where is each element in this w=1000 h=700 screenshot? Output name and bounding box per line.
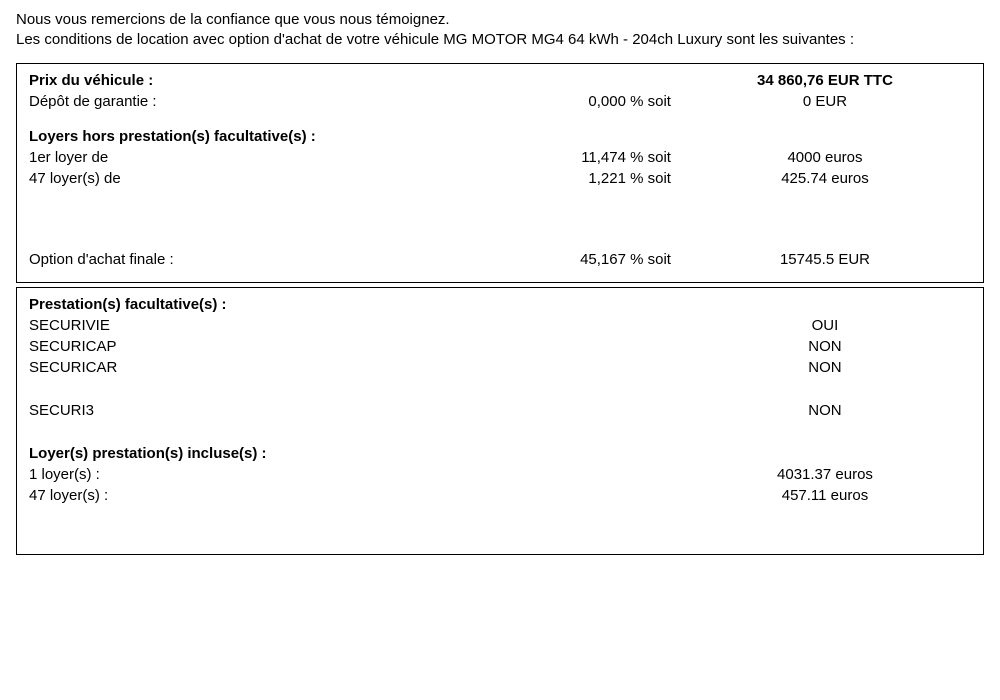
rest-payment-label: 47 loyer(s) de [29,168,443,189]
final-option-label: Option d'achat finale : [29,249,443,270]
securicar-value: NON [679,357,971,378]
deposit-value: 0 EUR [679,91,971,112]
incl-47-value: 457.11 euros [679,485,971,506]
intro-text: Nous vous remercions de la confiance que… [16,10,984,51]
rest-payment-value: 425.74 euros [679,168,971,189]
securivie-value: OUI [679,315,971,336]
first-payment-value: 4000 euros [679,147,971,168]
securicar-label: SECURICAR [29,357,443,378]
first-payment-label: 1er loyer de [29,147,443,168]
prestations-header: Prestation(s) facultative(s) : [29,294,443,315]
included-header: Loyer(s) prestation(s) incluse(s) : [29,443,443,464]
securicap-label: SECURICAP [29,336,443,357]
final-option-pct: 45,167 % soit [443,249,679,270]
final-option-value: 15745.5 EUR [679,249,971,270]
securi3-value: NON [679,400,971,421]
deposit-label: Dépôt de garantie : [29,91,443,112]
incl-1-value: 4031.37 euros [679,464,971,485]
intro-line2: Les conditions de location avec option d… [16,30,984,50]
vehicle-price-label: Prix du véhicule : [29,70,443,91]
first-payment-pct: 11,474 % soit [443,147,679,168]
incl-47-label: 47 loyer(s) : [29,485,443,506]
securicap-value: NON [679,336,971,357]
deposit-pct: 0,000 % soit [443,91,679,112]
rest-payment-pct: 1,221 % soit [443,168,679,189]
loyers-header: Loyers hors prestation(s) facultative(s)… [29,126,443,147]
pricing-box: Prix du véhicule : 34 860,76 EUR TTC Dép… [16,63,984,283]
securi3-label: SECURI3 [29,400,443,421]
incl-1-label: 1 loyer(s) : [29,464,443,485]
prestations-box: Prestation(s) facultative(s) : SECURIVIE… [16,287,984,555]
intro-line1: Nous vous remercions de la confiance que… [16,10,984,30]
vehicle-price-mid [443,70,679,91]
securivie-label: SECURIVIE [29,315,443,336]
vehicle-price-value: 34 860,76 EUR TTC [679,70,971,91]
